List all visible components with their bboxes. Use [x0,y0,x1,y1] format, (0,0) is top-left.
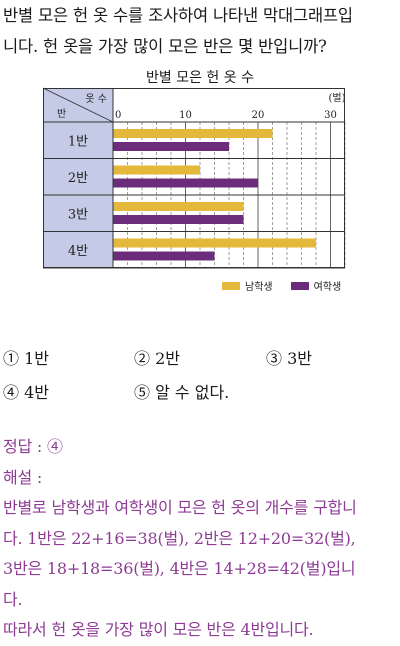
corner-label-count: 옷 수 [85,93,107,105]
option-4[interactable]: ④ 4반 [3,383,50,402]
chart-border [43,88,345,268]
bar-boys [113,202,244,211]
bar-chart: 옷 수반 0 10 20 30 (벌) 1반 2반 3반 4반 [43,87,346,269]
x-tick-label: 10 [179,110,192,121]
chart-title: 반별 모은 헌 옷 수 [146,70,254,86]
legend-label-girls: 여학생 [313,282,342,293]
question-line: 니다. 헌 옷을 가장 많이 모은 반은 몇 반입니까? [3,37,327,56]
question-line: 반별 모은 헌 옷 수를 조사하여 나타낸 막대그래프입 [3,6,353,25]
option-3[interactable]: ③ 3반 [266,349,313,368]
explanation-line: 반별로 남학생과 여학생이 모은 헌 옷의 개수를 구합니 [3,498,357,517]
bar-girls [113,142,229,151]
bar-girls [113,251,215,261]
explanation-line: 3반은 18+18=36(벌), 4반은 14+28=42(벌)입니 [3,559,356,578]
category-label: 4반 [68,244,88,259]
explanation-line: 다. 1반은 22+16=38(벌), 2반은 12+20=32(벌), [3,528,356,548]
corner-label-class: 반 [57,108,66,120]
x-tick-label: 20 [252,110,265,121]
solution-block: 정답 : ④ 해설 : 반별로 남학생과 여학생이 모은 헌 옷의 개수를 구합… [3,432,400,646]
category-column-bg [43,88,113,268]
header-diagonal [43,87,114,123]
bar-boys [113,129,273,138]
question-text: 반별 모은 헌 옷 수를 조사하여 나타낸 막대그래프입 니다. 헌 옷을 가장… [3,0,399,62]
legend-swatch-girls [290,281,309,290]
answer-line: 정답 : ④ [3,437,63,456]
explanation-line: 다. [3,589,23,609]
bar-girls [113,178,258,188]
legend-swatch-boys [222,281,240,290]
unit-label: (벌) [328,92,345,104]
category-label: 3반 [68,207,88,222]
category-label: 2반 [68,171,88,186]
x-tick-label: 0 [115,110,121,121]
option-2[interactable]: ② 2반 [134,349,181,368]
bar-girls [113,215,244,224]
bar-boys [113,165,200,175]
bar-boys [113,238,316,248]
x-tick-label: 30 [324,110,337,121]
legend-label-boys: 남학생 [245,282,273,293]
explanation-line: 따라서 헌 옷을 가장 많이 모은 반은 4반입니다. [3,620,314,639]
category-label: 1반 [68,134,88,149]
option-1[interactable]: ① 1반 [3,349,50,368]
explanation-heading: 해설 : [3,467,43,487]
option-5[interactable]: ⑤ 알 수 없다. [134,383,230,402]
chart-legend: 남학생 여학생 [222,278,359,293]
